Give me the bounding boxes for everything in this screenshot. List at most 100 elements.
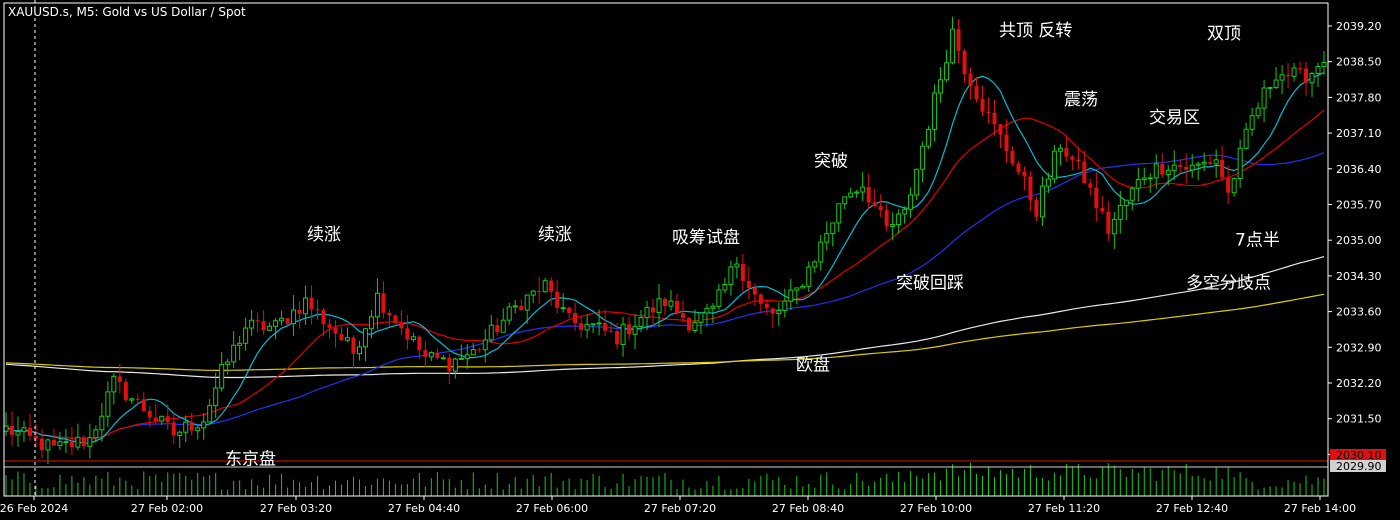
- candle: [1195, 161, 1201, 181]
- candle: [81, 435, 86, 450]
- annotation-label: 欧盘: [796, 355, 830, 375]
- candle: [99, 403, 105, 442]
- candle: [399, 310, 404, 335]
- candle: [321, 308, 326, 337]
- candle: [495, 317, 500, 336]
- candle: [362, 327, 368, 362]
- candle: [848, 187, 854, 198]
- x-tick-label: 27 Feb 12:40: [1156, 502, 1228, 515]
- candle: [1076, 147, 1081, 170]
- candle: [368, 310, 374, 339]
- candle: [962, 48, 967, 83]
- candle: [356, 340, 362, 361]
- candle: [1022, 166, 1027, 191]
- candle: [207, 399, 213, 423]
- candle: [1171, 150, 1177, 180]
- x-tick-label: 27 Feb 11:20: [1028, 502, 1100, 515]
- candle: [764, 299, 769, 316]
- candle: [1226, 165, 1231, 205]
- annotation-label: 多空分歧点: [1186, 274, 1271, 294]
- candle: [950, 16, 956, 65]
- candle: [902, 206, 908, 224]
- candle: [57, 431, 63, 451]
- candle: [291, 295, 297, 336]
- price-tag-label: 2030.10: [1336, 449, 1382, 462]
- candle: [722, 277, 728, 294]
- candle: [1039, 176, 1045, 226]
- candle: [249, 309, 255, 337]
- candle: [896, 209, 902, 234]
- candle: [1279, 65, 1285, 95]
- candle: [584, 314, 590, 339]
- candle: [932, 84, 938, 142]
- candle: [315, 299, 320, 321]
- candle: [1141, 167, 1147, 185]
- candle: [980, 85, 985, 117]
- candle: [1178, 159, 1183, 174]
- plot-frame: [3, 2, 1329, 497]
- candle: [1070, 154, 1075, 171]
- candle: [141, 391, 146, 412]
- candle: [1243, 122, 1249, 150]
- candle: [770, 307, 775, 329]
- candle: [51, 428, 56, 446]
- candle: [555, 279, 560, 314]
- candle: [1100, 195, 1105, 215]
- candle: [339, 326, 344, 341]
- candle: [812, 260, 818, 273]
- candle: [75, 423, 81, 451]
- candle: [620, 317, 626, 357]
- candle: [452, 357, 458, 379]
- candle: [219, 352, 225, 392]
- candle: [1034, 196, 1039, 222]
- candle: [45, 438, 51, 464]
- candle: [261, 310, 266, 335]
- candle: [926, 125, 932, 150]
- candle: [1309, 71, 1315, 97]
- candle: [944, 49, 950, 83]
- candle: [567, 306, 572, 319]
- y-tick-label: 2039.20: [1336, 20, 1382, 33]
- candle: [998, 123, 1003, 149]
- volume-bars: [5, 462, 1325, 496]
- candle: [1255, 102, 1261, 119]
- candle: [153, 403, 158, 424]
- candle: [1184, 153, 1189, 184]
- time-axis: 26 Feb 2024 27 Feb 02:00 27 Feb 03:20 27 Fe…: [0, 496, 1356, 515]
- candle: [1057, 144, 1063, 166]
- candle: [746, 266, 751, 300]
- candle: [273, 318, 279, 340]
- annotation-label: 交易区: [1149, 108, 1200, 128]
- candle: [225, 358, 231, 375]
- candle: [1051, 144, 1057, 184]
- candle: [519, 299, 524, 312]
- candle: [255, 312, 260, 332]
- ma-fast-line: [5, 71, 1325, 444]
- candle: [387, 309, 392, 327]
- candle: [710, 303, 716, 324]
- annotation-label: 突破回踩: [896, 274, 964, 294]
- candle: [297, 301, 302, 329]
- candle: [651, 298, 656, 327]
- candle: [177, 430, 183, 448]
- candle: [1045, 172, 1051, 193]
- candle: [836, 203, 842, 233]
- candle: [734, 256, 740, 279]
- candle: [615, 322, 620, 350]
- candle: [405, 315, 410, 350]
- candle: [39, 428, 44, 459]
- candle: [579, 316, 584, 338]
- candle: [603, 309, 608, 337]
- candle: [165, 404, 170, 430]
- candle: [33, 423, 38, 448]
- candle: [686, 316, 691, 333]
- candle: [830, 222, 836, 247]
- candle: [542, 277, 548, 293]
- candle: [842, 196, 848, 210]
- candle: [782, 288, 788, 318]
- candle: [1273, 67, 1279, 90]
- x-tick-label: 27 Feb 06:00: [516, 502, 588, 515]
